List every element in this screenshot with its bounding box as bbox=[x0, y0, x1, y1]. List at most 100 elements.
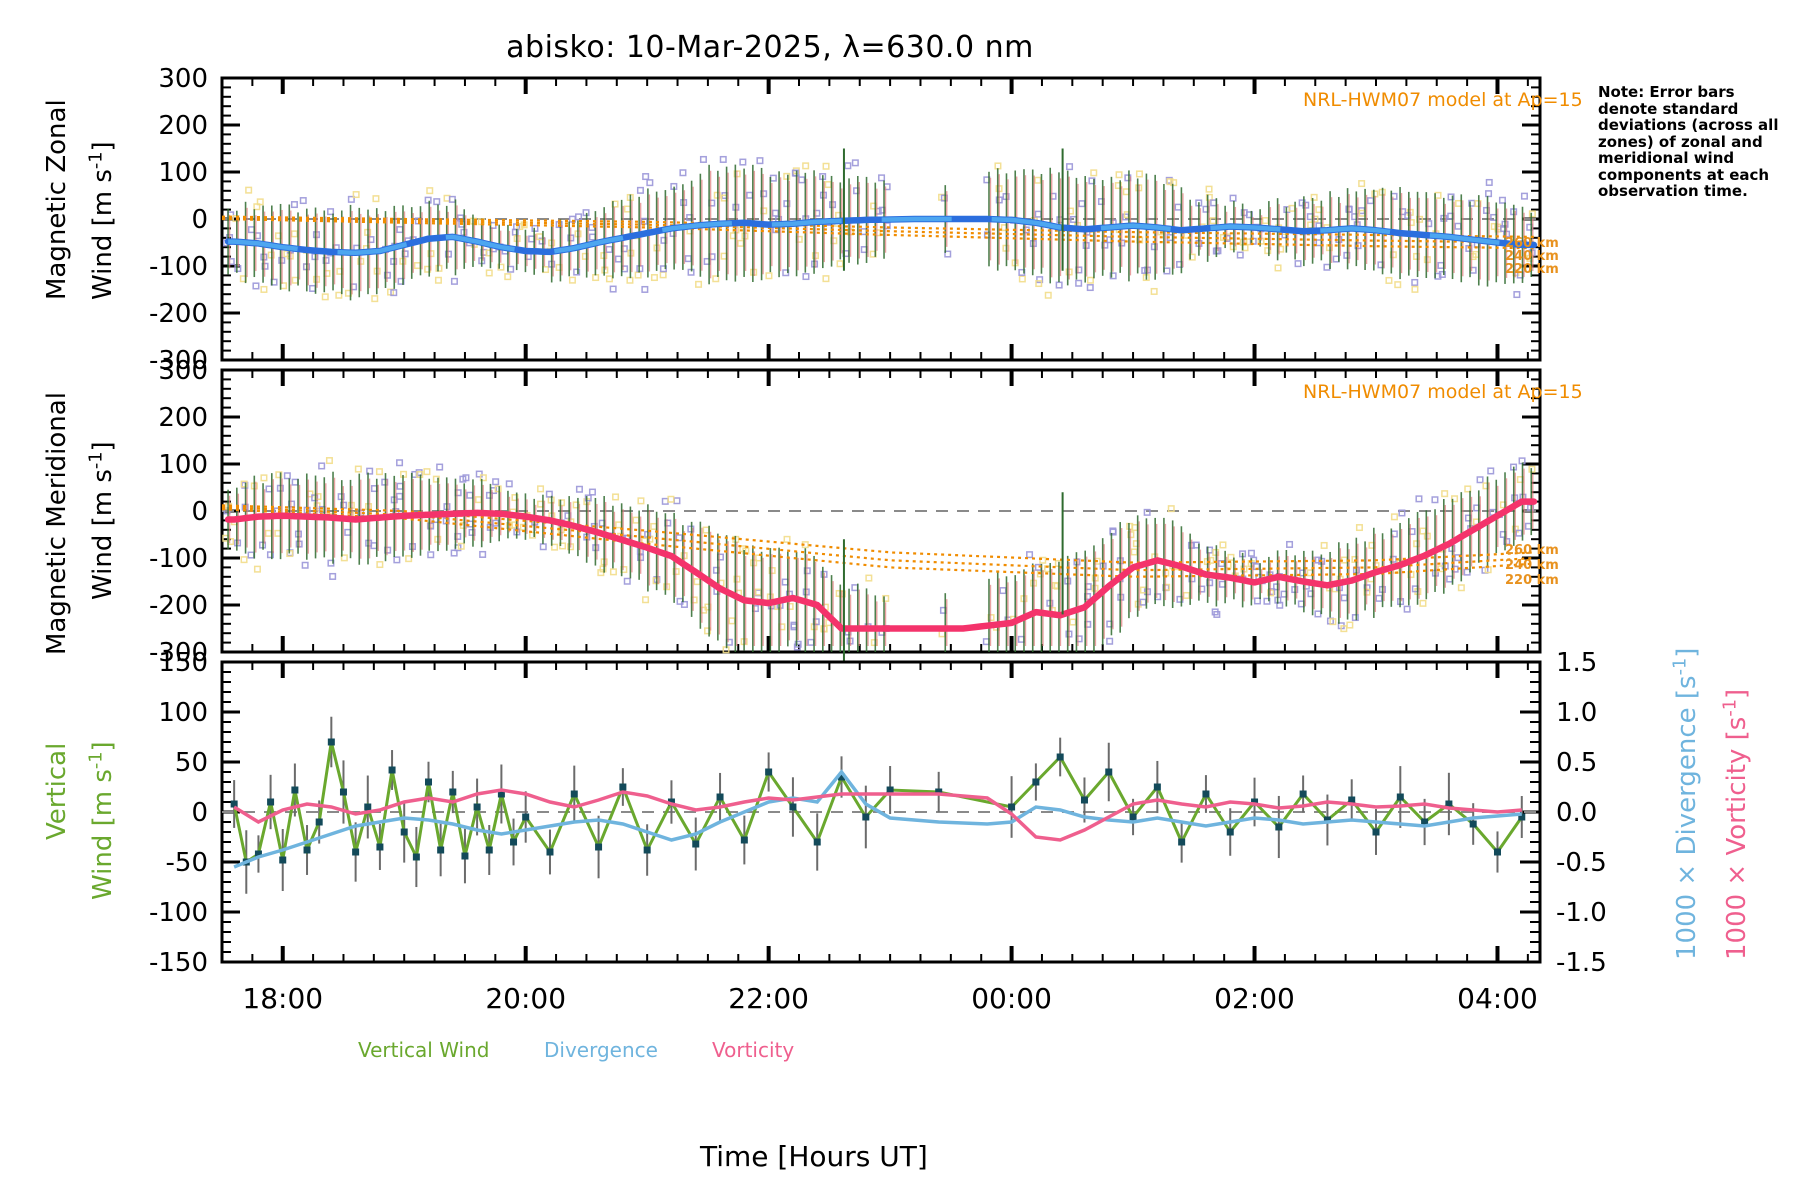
zone-sample-marker bbox=[695, 280, 703, 288]
data-point bbox=[1032, 778, 1040, 786]
altitude-label-220-zonal: 220 km bbox=[1505, 262, 1559, 277]
zone-sample-marker bbox=[636, 186, 644, 194]
data-point bbox=[254, 850, 262, 858]
y-tick-label: 300 bbox=[158, 356, 208, 386]
zone-sample-marker bbox=[413, 262, 421, 270]
zone-sample-marker bbox=[393, 556, 401, 564]
zone-sample-marker bbox=[260, 474, 268, 482]
zone-sample-marker bbox=[746, 191, 754, 199]
data-point bbox=[461, 852, 469, 860]
data-point bbox=[1299, 790, 1307, 798]
zone-sample-marker bbox=[375, 468, 383, 476]
hwm-legend-meridional: NRL-HWM07 model at Ap=15 bbox=[1303, 381, 1583, 403]
hwm-legend-zonal: NRL-HWM07 model at Ap=15 bbox=[1303, 89, 1583, 111]
zone-sample-marker bbox=[1086, 276, 1094, 284]
zone-sample-marker bbox=[1170, 179, 1178, 187]
divergence-line bbox=[233, 769, 1522, 869]
zone-sample-marker bbox=[450, 277, 458, 285]
zone-sample-marker bbox=[492, 478, 500, 486]
zone-sample-marker bbox=[851, 584, 859, 592]
data-point bbox=[1348, 796, 1356, 804]
zone-sample-marker bbox=[844, 162, 852, 170]
zone-sample-marker bbox=[352, 191, 360, 199]
zone-sample-marker bbox=[769, 174, 777, 182]
zone-sample-marker bbox=[1415, 495, 1423, 503]
zone-sample-marker bbox=[347, 195, 355, 203]
axis-label-meridional-line2: Wind [m s-1] bbox=[86, 441, 118, 600]
zone-sample-marker bbox=[592, 274, 600, 282]
data-point bbox=[1153, 783, 1161, 791]
zone-sample-marker bbox=[1051, 581, 1059, 589]
zone-sample-marker bbox=[1274, 264, 1282, 272]
zone-sample-marker bbox=[612, 493, 620, 501]
zone-sample-marker bbox=[642, 596, 650, 604]
x-tick-label: 18:00 bbox=[242, 982, 323, 1015]
altitude-label-240-meridional: 240 km bbox=[1505, 558, 1559, 573]
zone-sample-marker bbox=[865, 574, 873, 582]
data-point bbox=[1251, 798, 1259, 806]
data-point bbox=[303, 846, 311, 854]
zone-sample-marker bbox=[1375, 594, 1383, 602]
zone-sample-marker bbox=[529, 531, 537, 539]
zone-sample-marker bbox=[646, 179, 654, 187]
zone-sample-marker bbox=[684, 255, 692, 263]
zone-sample-marker bbox=[1106, 637, 1114, 645]
zone-sample-marker bbox=[1135, 170, 1143, 178]
zone-sample-marker bbox=[650, 522, 658, 530]
zone-sample-marker bbox=[659, 271, 667, 279]
zone-sample-marker bbox=[321, 293, 329, 301]
zone-sample-marker bbox=[791, 169, 799, 177]
zone-sample-marker bbox=[1069, 618, 1077, 626]
data-point bbox=[1202, 790, 1210, 798]
zone-sample-marker bbox=[1446, 575, 1454, 583]
zone-sample-marker bbox=[615, 521, 623, 529]
zone-sample-marker bbox=[1078, 200, 1086, 208]
data-point bbox=[352, 848, 360, 856]
zone-sample-marker bbox=[558, 499, 566, 507]
data-point bbox=[716, 793, 724, 801]
error-bar-note: Note: Error bars denote standard deviati… bbox=[1598, 83, 1779, 200]
zone-sample-marker bbox=[290, 230, 298, 238]
zone-sample-marker bbox=[325, 457, 333, 465]
zone-sample-marker bbox=[605, 275, 613, 283]
zone-sample-marker bbox=[497, 263, 505, 271]
zone-sample-marker bbox=[599, 565, 607, 573]
zone-sample-marker bbox=[1130, 548, 1138, 556]
zone-sample-marker bbox=[679, 169, 687, 177]
zone-sample-marker bbox=[340, 554, 348, 562]
data-point bbox=[886, 786, 894, 794]
zone-sample-marker bbox=[291, 478, 299, 486]
zone-sample-marker bbox=[1411, 278, 1419, 286]
zone-sample-marker bbox=[1340, 625, 1348, 633]
zone-sample-marker bbox=[1455, 199, 1463, 207]
zone-sample-marker bbox=[475, 470, 483, 478]
zone-sample-marker bbox=[397, 277, 405, 285]
y-tick-label: -300 bbox=[149, 638, 208, 668]
zone-sample-marker bbox=[436, 463, 444, 471]
y-tick-label: 0 bbox=[191, 497, 208, 527]
page-title: abisko: 10-Mar-2025, λ=630.0 nm bbox=[506, 30, 1034, 65]
data-point bbox=[339, 788, 347, 796]
y-tick-label: -200 bbox=[149, 299, 208, 329]
zone-sample-marker bbox=[719, 155, 727, 163]
right-y-tick-label: 1.0 bbox=[1556, 698, 1597, 728]
zone-sample-marker bbox=[551, 543, 559, 551]
zone-sample-marker bbox=[479, 474, 487, 482]
y-tick-label: -50 bbox=[166, 848, 208, 878]
zone-sample-marker bbox=[1403, 605, 1411, 613]
vorticity-line bbox=[233, 788, 1522, 842]
zone-sample-marker bbox=[1385, 276, 1393, 284]
zone-sample-marker bbox=[1066, 163, 1074, 171]
zone-sample-marker bbox=[247, 551, 255, 559]
axis-label-meridional-text: Magnetic Meridional bbox=[42, 392, 72, 655]
zone-sample-marker bbox=[1520, 192, 1528, 200]
zone-sample-marker bbox=[1437, 261, 1445, 269]
zone-sample-marker bbox=[637, 497, 645, 505]
data-point bbox=[1105, 768, 1113, 776]
zone-sample-marker bbox=[783, 172, 791, 180]
data-point bbox=[862, 813, 870, 821]
data-point bbox=[667, 798, 675, 806]
zone-sample-marker bbox=[584, 494, 592, 502]
zone-sample-marker bbox=[1055, 281, 1063, 289]
